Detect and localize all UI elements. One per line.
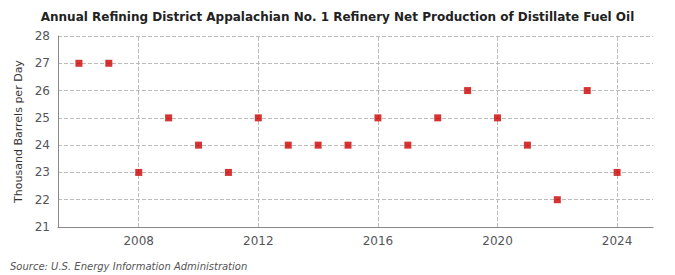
svg-text:2020: 2020 [482,234,513,248]
svg-text:2016: 2016 [363,234,394,248]
svg-text:2008: 2008 [123,234,154,248]
svg-text:2012: 2012 [243,234,274,248]
svg-text:24: 24 [35,138,50,152]
svg-text:25: 25 [35,111,50,125]
svg-text:2024: 2024 [602,234,633,248]
svg-text:Thousand Barrels per Day: Thousand Barrels per Day [12,60,25,204]
svg-text:22: 22 [35,193,50,207]
svg-text:23: 23 [35,165,50,179]
svg-text:Annual Refining District Appal: Annual Refining District Appalachian No.… [41,10,635,24]
svg-text:27: 27 [35,56,50,70]
svg-text:21: 21 [35,220,50,234]
svg-text:Source: U.S. Energy Informatio: Source: U.S. Energy Information Administ… [10,261,247,272]
svg-text:28: 28 [35,29,50,43]
svg-text:26: 26 [35,84,50,98]
